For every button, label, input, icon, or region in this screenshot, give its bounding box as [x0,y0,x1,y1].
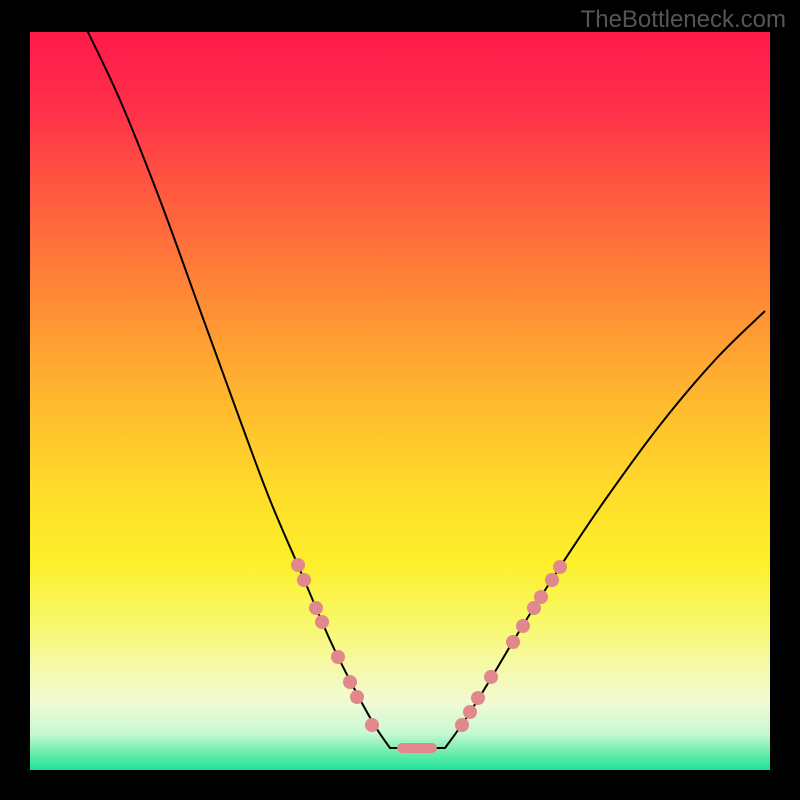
data-marker [545,573,559,587]
data-marker [315,615,329,629]
data-marker [471,691,485,705]
data-marker [365,718,379,732]
bottleneck-chart [0,0,800,800]
data-marker [297,573,311,587]
data-marker [484,670,498,684]
data-marker [291,558,305,572]
data-marker [343,675,357,689]
data-marker [350,690,364,704]
data-marker [455,718,469,732]
trough-marker [397,743,437,753]
watermark-label: TheBottleneck.com [581,6,786,34]
chart-container: TheBottleneck.com [0,0,800,800]
data-marker [506,635,520,649]
data-marker [553,560,567,574]
data-marker [309,601,323,615]
data-marker [463,705,477,719]
data-marker [516,619,530,633]
data-marker [534,590,548,604]
plot-area [30,32,770,770]
data-marker [331,650,345,664]
